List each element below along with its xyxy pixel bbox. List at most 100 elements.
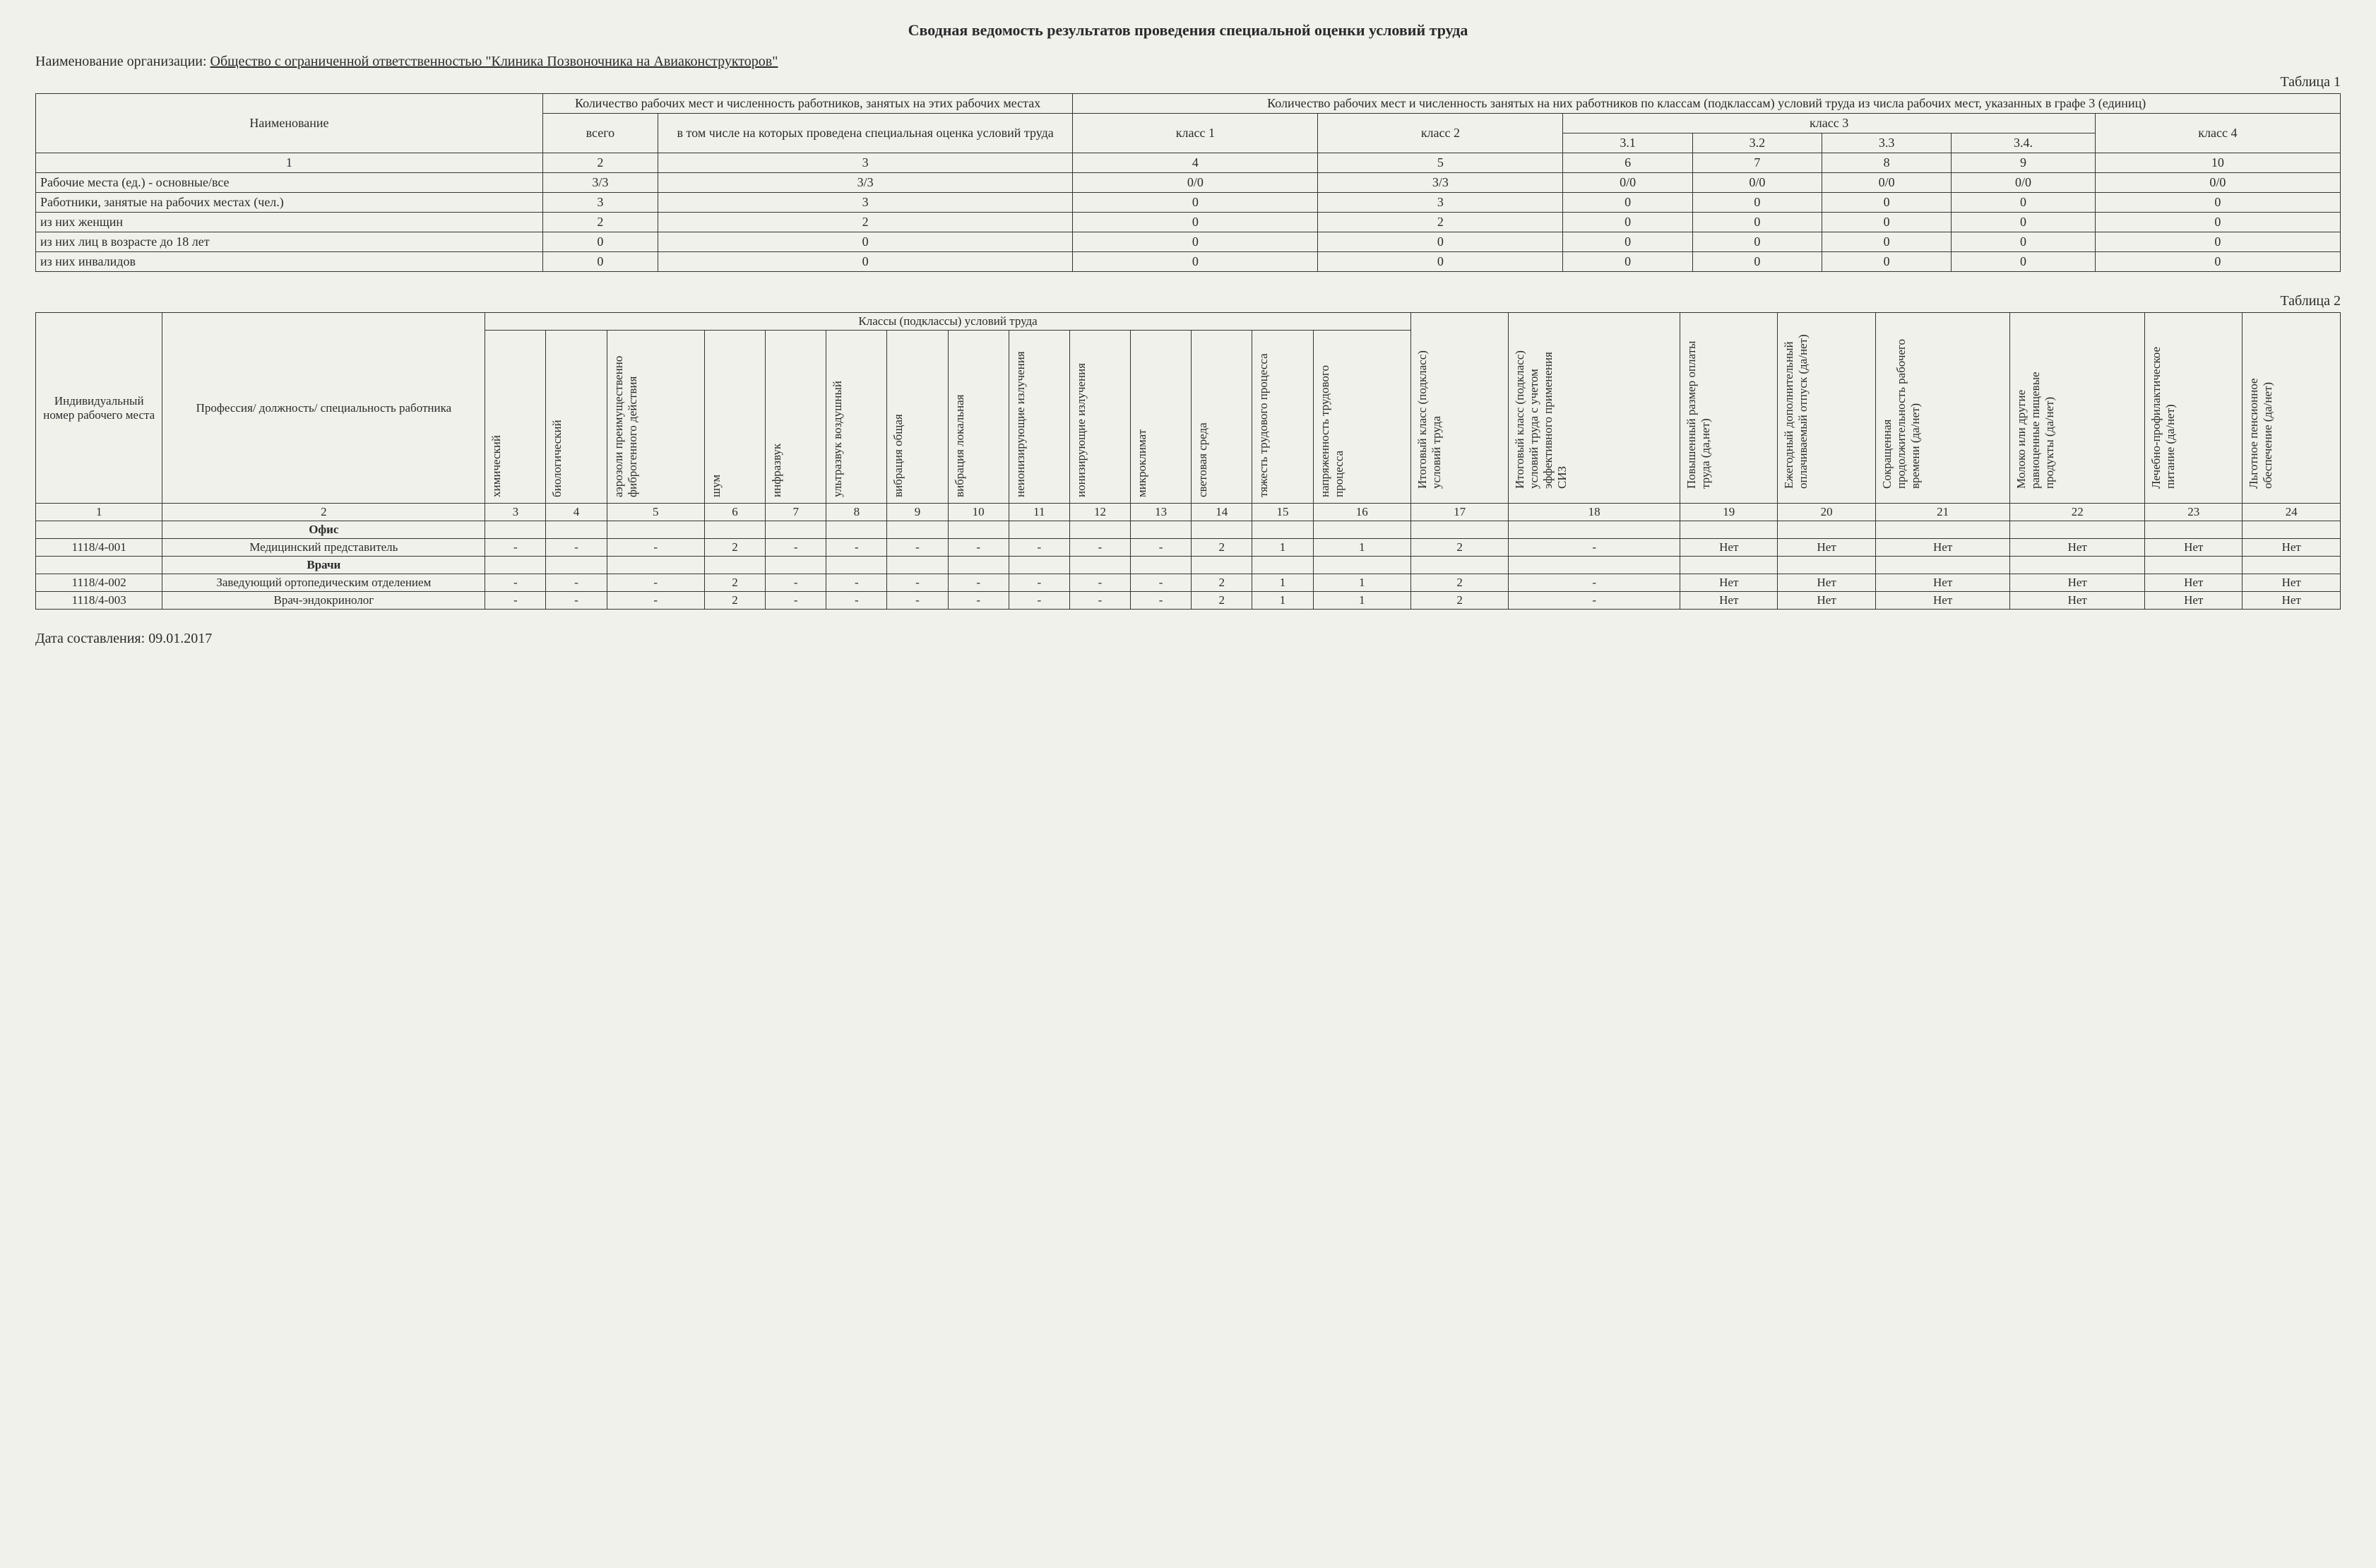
t2-cell: 1 [1252,574,1313,592]
t2-cell: - [826,574,887,592]
t2-cell: 2 [1410,539,1508,557]
t2-extra-col: Молоко или другие равноценные пищевые пр… [2010,313,2145,504]
t1-cell: 0 [1952,232,2096,252]
t1-cell: 2 [542,213,658,232]
table1: Наименование Количество рабочих мест и ч… [35,93,2341,272]
t1-cell: 3/3 [1318,173,1563,193]
t2-cell: 1 [1313,574,1410,592]
t2-cell: - [546,592,607,610]
t2-cell: - [546,539,607,557]
t2-cell: 2 [704,574,765,592]
doc-title: Сводная ведомость результатов проведения… [35,21,2341,40]
t1-h-33: 3.3 [1822,133,1951,153]
t1-cell: 3/3 [658,173,1073,193]
t2-extra-col: Сокращенная продолжительность рабочего в… [1875,313,2010,504]
t2-cell: Нет [1680,539,1778,557]
t2-cell: - [607,574,704,592]
section-empty [704,521,765,539]
t2-coln: 9 [887,504,948,521]
t1-cell: 0/0 [1952,173,2096,193]
t2-coln: 21 [1875,504,2010,521]
section-empty [948,557,1009,574]
t2-row-id: 1118/4-002 [36,574,162,592]
t2-coln: 11 [1009,504,1069,521]
t2-coln: 8 [826,504,887,521]
t2-coln: 23 [2145,504,2243,521]
t1-cell: 3/3 [542,173,658,193]
t2-cell: Нет [2145,574,2243,592]
section-empty [36,521,162,539]
t2-cell: - [948,592,1009,610]
section-empty [826,521,887,539]
section-empty [1680,557,1778,574]
t2-extra-col: Повышенный размер оплаты труда (да,нет) [1680,313,1778,504]
t2-class-col: вибрация общая [887,331,948,504]
t2-cell: 1 [1313,539,1410,557]
date-line: Дата составления: 09.01.2017 [35,631,2341,647]
t1-cell: 0 [542,252,658,272]
section-title: Врачи [162,557,485,574]
section-empty [1252,557,1313,574]
t2-cell: Нет [1680,592,1778,610]
section-empty [2243,521,2341,539]
section-empty [546,557,607,574]
t2-coln: 3 [485,504,546,521]
t1-coln: 9 [1952,153,2096,173]
t2-cell: - [887,539,948,557]
t2-class-col: шум [704,331,765,504]
t2-class-col: неионизирующие излучения [1009,331,1069,504]
t2-extra-col: Лечебно-профилактическое питание (да/нет… [2145,313,2243,504]
section-empty [948,521,1009,539]
t2-cell: - [546,574,607,592]
section-empty [485,521,546,539]
section-empty [1009,521,1069,539]
section-empty [36,557,162,574]
t1-coln: 6 [1563,153,1692,173]
section-empty [887,521,948,539]
t1-cell: 0 [1563,213,1692,232]
t2-coln: 16 [1313,504,1410,521]
t2-cell: - [1509,592,1680,610]
section-empty [2010,521,2145,539]
t2-cell: - [1069,592,1130,610]
t2-cell: - [485,539,546,557]
t1-cell: 0 [1563,252,1692,272]
t1-h-class-group: Количество рабочих мест и численность за… [1073,94,2341,114]
section-empty [1192,557,1252,574]
t2-cell: Нет [2145,539,2243,557]
t1-coln: 10 [2095,153,2340,173]
t1-cell: 0 [1822,232,1951,252]
t1-coln: 5 [1318,153,1563,173]
t1-cell: 0 [2095,193,2340,213]
t1-cell: 0 [1822,213,1951,232]
t1-cell: 3 [658,193,1073,213]
t2-coln: 22 [2010,504,2145,521]
t2-cell: - [1069,539,1130,557]
section-empty [1131,557,1192,574]
t1-cell: 0 [1952,193,2096,213]
t1-h-class3: класс 3 [1563,114,2095,133]
section-empty [826,557,887,574]
date-value: 09.01.2017 [148,631,212,646]
t1-h-total: всего [542,114,658,153]
t1-cell: 0 [2095,232,2340,252]
table-row: 1118/4-002Заведующий ортопедическим отде… [36,574,2341,592]
table-row: из них лиц в возрасте до 18 лет000000000 [36,232,2341,252]
t1-h-32: 3.2 [1692,133,1822,153]
t2-class-col: ультразвук воздушный [826,331,887,504]
t1-cell: 0 [1822,193,1951,213]
t2-row-id: 1118/4-003 [36,592,162,610]
t1-cell: 2 [1318,213,1563,232]
t2-extra-col: Итоговый класс (подкласс) условий труда [1410,313,1508,504]
t1-h-count-group: Количество рабочих мест и численность ра… [542,94,1072,114]
t2-cell: - [887,592,948,610]
section-empty [2145,521,2243,539]
t2-coln: 1 [36,504,162,521]
t2-cell: Нет [2243,592,2341,610]
t1-cell: 0 [1073,193,1318,213]
t1-coln: 8 [1822,153,1951,173]
section-row: Офис [36,521,2341,539]
t2-row-prof: Врач-эндокринолог [162,592,485,610]
t1-cell: 0 [1952,213,2096,232]
t2-cell: - [826,592,887,610]
